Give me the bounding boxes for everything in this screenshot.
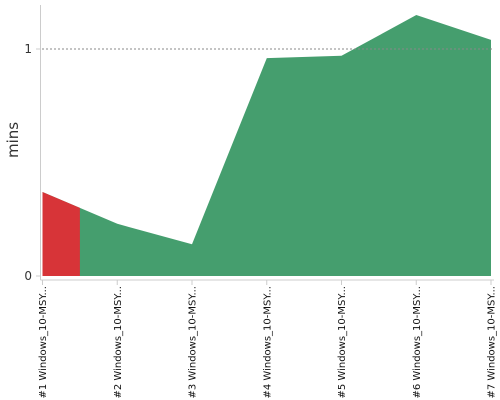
x-tick-label: #3 Windows_10-MSY...: [188, 286, 199, 399]
x-tick-label: #1 Windows_10-MSY...: [38, 286, 49, 399]
y-axis-label: mins: [4, 122, 22, 158]
y-tick-label: 1: [24, 42, 32, 56]
area-series: [42, 15, 491, 276]
x-tick-label: #2 Windows_10-MSY...: [113, 286, 124, 399]
x-tick-label: #7 Windows_10-MSY...: [487, 286, 498, 399]
area-highlight-segment: [42, 192, 80, 276]
x-tick-label: #4 Windows_10-MSY...: [262, 286, 273, 399]
x-tick-label: #6 Windows_10-MSY...: [412, 286, 423, 399]
y-tick-label: 0: [24, 269, 32, 283]
x-tick-label: #5 Windows_10-MSY...: [337, 286, 348, 399]
